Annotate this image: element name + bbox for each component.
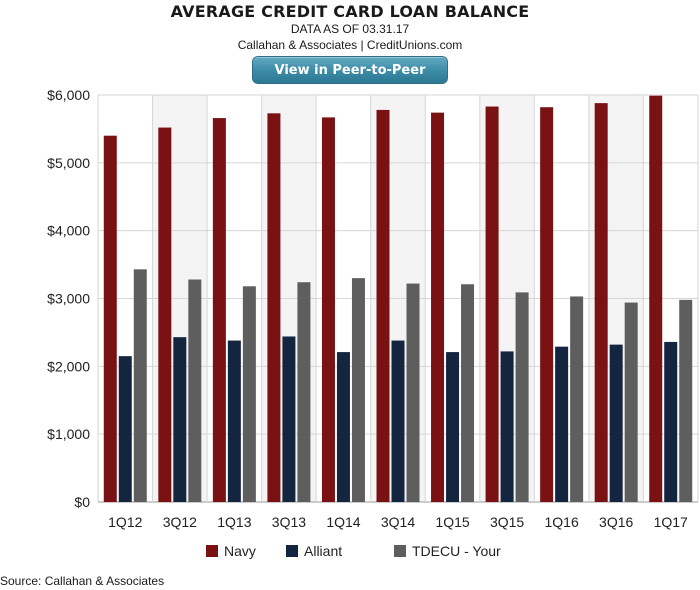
bar-alliant-3q12 <box>173 337 187 502</box>
y-tick-label: $6,000 <box>47 87 90 103</box>
legend-item: Navy <box>206 543 256 559</box>
legend-item: TDECU - Your <box>394 543 501 559</box>
y-tick-label: $0 <box>74 494 90 510</box>
legend-label: TDECU - Your <box>412 543 501 559</box>
bar-navy-1q15 <box>431 112 445 503</box>
bar-navy-1q12 <box>103 135 117 502</box>
bar-alliant-3q13 <box>282 336 296 502</box>
bar-tdecu-your-3q13 <box>297 282 311 502</box>
bar-alliant-1q13 <box>227 340 241 502</box>
x-tick-label: 3Q14 <box>381 514 415 530</box>
bar-alliant-3q15 <box>500 351 514 502</box>
x-tick-label: 3Q12 <box>163 514 197 530</box>
legend-swatch <box>206 545 218 557</box>
bar-navy-3q12 <box>158 127 172 502</box>
attribution-subtitle: Callahan & Associates | CreditUnions.com <box>237 38 463 52</box>
y-tick-label: $3,000 <box>47 291 90 307</box>
bar-alliant-3q14 <box>391 340 405 502</box>
x-tick-label: 1Q16 <box>545 514 579 530</box>
y-tick-label: $4,000 <box>47 223 90 239</box>
x-tick-label: 3Q13 <box>272 514 306 530</box>
view-in-peer-to-peer-button[interactable]: View in Peer-to-Peer <box>252 56 448 84</box>
x-tick-label: 1Q17 <box>654 514 688 530</box>
y-tick-label: $2,000 <box>47 358 90 374</box>
bar-tdecu-your-3q14 <box>406 283 420 502</box>
bar-tdecu-your-1q12 <box>133 269 147 502</box>
x-tick-label: 1Q15 <box>435 514 469 530</box>
bar-tdecu-your-3q15 <box>515 292 529 502</box>
x-tick-label: 3Q16 <box>599 514 633 530</box>
legend-item: Alliant <box>286 543 342 559</box>
legend-swatch <box>394 545 406 557</box>
bar-navy-3q16 <box>594 103 608 502</box>
bar-alliant-1q16 <box>555 346 569 502</box>
chart-title: AVERAGE CREDIT CARD LOAN BALANCE <box>170 2 530 21</box>
bar-tdecu-your-1q14 <box>351 278 365 502</box>
bar-navy-3q13 <box>267 113 281 502</box>
bar-tdecu-your-1q17 <box>679 299 693 502</box>
bar-navy-3q15 <box>485 106 499 502</box>
bar-alliant-3q16 <box>609 344 623 502</box>
bar-alliant-1q14 <box>336 352 350 502</box>
bar-navy-1q14 <box>321 117 335 502</box>
bar-tdecu-your-3q16 <box>624 302 638 502</box>
bar-tdecu-your-3q12 <box>188 279 202 502</box>
bar-tdecu-your-1q13 <box>242 286 256 502</box>
bar-navy-1q13 <box>212 118 226 503</box>
bar-navy-3q14 <box>376 109 390 502</box>
bar-alliant-1q12 <box>118 356 132 502</box>
bar-tdecu-your-1q15 <box>461 284 475 502</box>
legend-swatch <box>286 545 298 557</box>
y-tick-label: $5,000 <box>47 155 90 171</box>
bar-navy-1q17 <box>649 95 663 502</box>
x-tick-label: 1Q12 <box>108 514 142 530</box>
bar-tdecu-your-1q16 <box>570 296 584 502</box>
legend-label: Navy <box>224 543 256 559</box>
x-tick-label: 1Q14 <box>326 514 360 530</box>
bar-navy-1q16 <box>540 107 554 503</box>
bar-alliant-1q15 <box>446 352 460 502</box>
bar-alliant-1q17 <box>664 341 678 502</box>
x-tick-label: 3Q15 <box>490 514 524 530</box>
y-tick-label: $1,000 <box>47 426 90 442</box>
source-note: Source: Callahan & Associates <box>0 574 165 588</box>
data-date-subtitle: DATA AS OF 03.31.17 <box>290 22 410 36</box>
legend-label: Alliant <box>304 543 342 559</box>
x-tick-label: 1Q13 <box>217 514 251 530</box>
